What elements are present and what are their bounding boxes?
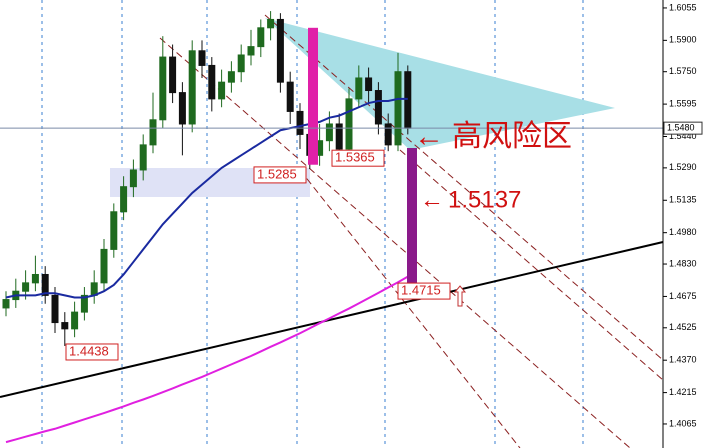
channel-lines xyxy=(159,14,663,448)
y-tick-label: 1.5900 xyxy=(669,35,697,45)
price-box xyxy=(65,343,119,361)
target-label: 1.5137 xyxy=(448,186,521,213)
candle-body xyxy=(276,18,284,83)
y-tick-label: 1.5595 xyxy=(669,98,697,108)
candle-body xyxy=(296,110,304,135)
candle-body xyxy=(355,77,363,100)
price-label: 1.4438 xyxy=(69,343,109,358)
candle-body xyxy=(227,71,235,83)
arrow: ← xyxy=(420,186,444,213)
candle-body xyxy=(286,81,294,112)
candle-body xyxy=(71,311,79,330)
plot-area xyxy=(0,11,663,444)
candle-body xyxy=(267,18,275,29)
y-tick-label: 1.5440 xyxy=(669,131,697,141)
last-price-label: 1.5480 xyxy=(667,123,695,133)
candle-body xyxy=(325,123,333,142)
candle-body xyxy=(149,119,157,146)
candle-body xyxy=(374,90,382,125)
y-tick-label: 1.5135 xyxy=(669,195,697,205)
candle-body xyxy=(188,50,196,125)
candle-body xyxy=(2,299,10,309)
arrow: ← xyxy=(414,120,444,153)
candle-body xyxy=(110,211,118,250)
candle-body xyxy=(31,273,39,284)
candle-body xyxy=(198,50,206,66)
candle-body xyxy=(218,81,226,100)
candle-body xyxy=(384,123,392,146)
y-tick-label: 1.4065 xyxy=(669,418,697,428)
candle-body xyxy=(365,77,373,92)
y-tick-label: 1.4980 xyxy=(669,227,697,237)
y-tick-label: 1.4675 xyxy=(669,291,697,301)
candle-body xyxy=(51,294,59,324)
price-box xyxy=(397,282,451,300)
y-axis-labels: 1.6055 1.5900 1.5750 1.5595 1.5440 1.5290 1.51… xyxy=(663,2,703,428)
candle-body xyxy=(404,71,412,129)
candle-body xyxy=(80,294,88,313)
risk-triangle xyxy=(265,18,615,150)
vertical-grid xyxy=(41,0,584,448)
price-label: 1.4715 xyxy=(401,283,441,298)
candle-body xyxy=(61,322,69,330)
candle-body xyxy=(139,144,147,171)
y-tick-label: 1.5290 xyxy=(669,162,697,172)
price-label: 1.5285 xyxy=(257,166,297,181)
candle-body xyxy=(120,186,128,213)
y-tick-label: 1.5750 xyxy=(669,66,697,76)
annotations: ← 高风险区 ← 1.5137 1.4438 1.5285 1.5365 1.4715 xyxy=(65,120,572,361)
price-box xyxy=(331,149,385,167)
projection-bar xyxy=(407,148,417,284)
candle-body xyxy=(208,64,216,100)
candle-body xyxy=(22,282,30,292)
candle-body xyxy=(394,71,402,146)
moving-average xyxy=(5,275,409,444)
candle-body xyxy=(247,46,255,56)
zone-label: 高风险区 xyxy=(452,120,572,153)
last-price-box xyxy=(663,121,703,135)
y-tick-label: 1.4525 xyxy=(669,322,697,332)
candle-body xyxy=(41,273,49,296)
price-box xyxy=(253,166,307,184)
y-tick-label: 1.4215 xyxy=(669,387,697,397)
candle-body xyxy=(345,98,353,150)
candle-body xyxy=(335,123,343,150)
y-tick-label: 1.4370 xyxy=(669,355,697,365)
moving-average xyxy=(5,97,408,299)
price-label: 1.5365 xyxy=(335,150,375,165)
trend-line xyxy=(0,241,664,398)
candle-body xyxy=(169,56,177,94)
candle-body xyxy=(178,92,186,125)
candle-body xyxy=(100,248,108,284)
candle-body xyxy=(129,169,137,188)
projection-bar xyxy=(308,27,318,165)
candle-body xyxy=(237,54,245,73)
y-tick-label: 1.6055 xyxy=(669,2,697,12)
y-tick-label: 1.4830 xyxy=(669,258,697,268)
candle-body xyxy=(257,27,265,48)
up-arrow xyxy=(453,285,467,307)
candle-body xyxy=(159,56,167,121)
